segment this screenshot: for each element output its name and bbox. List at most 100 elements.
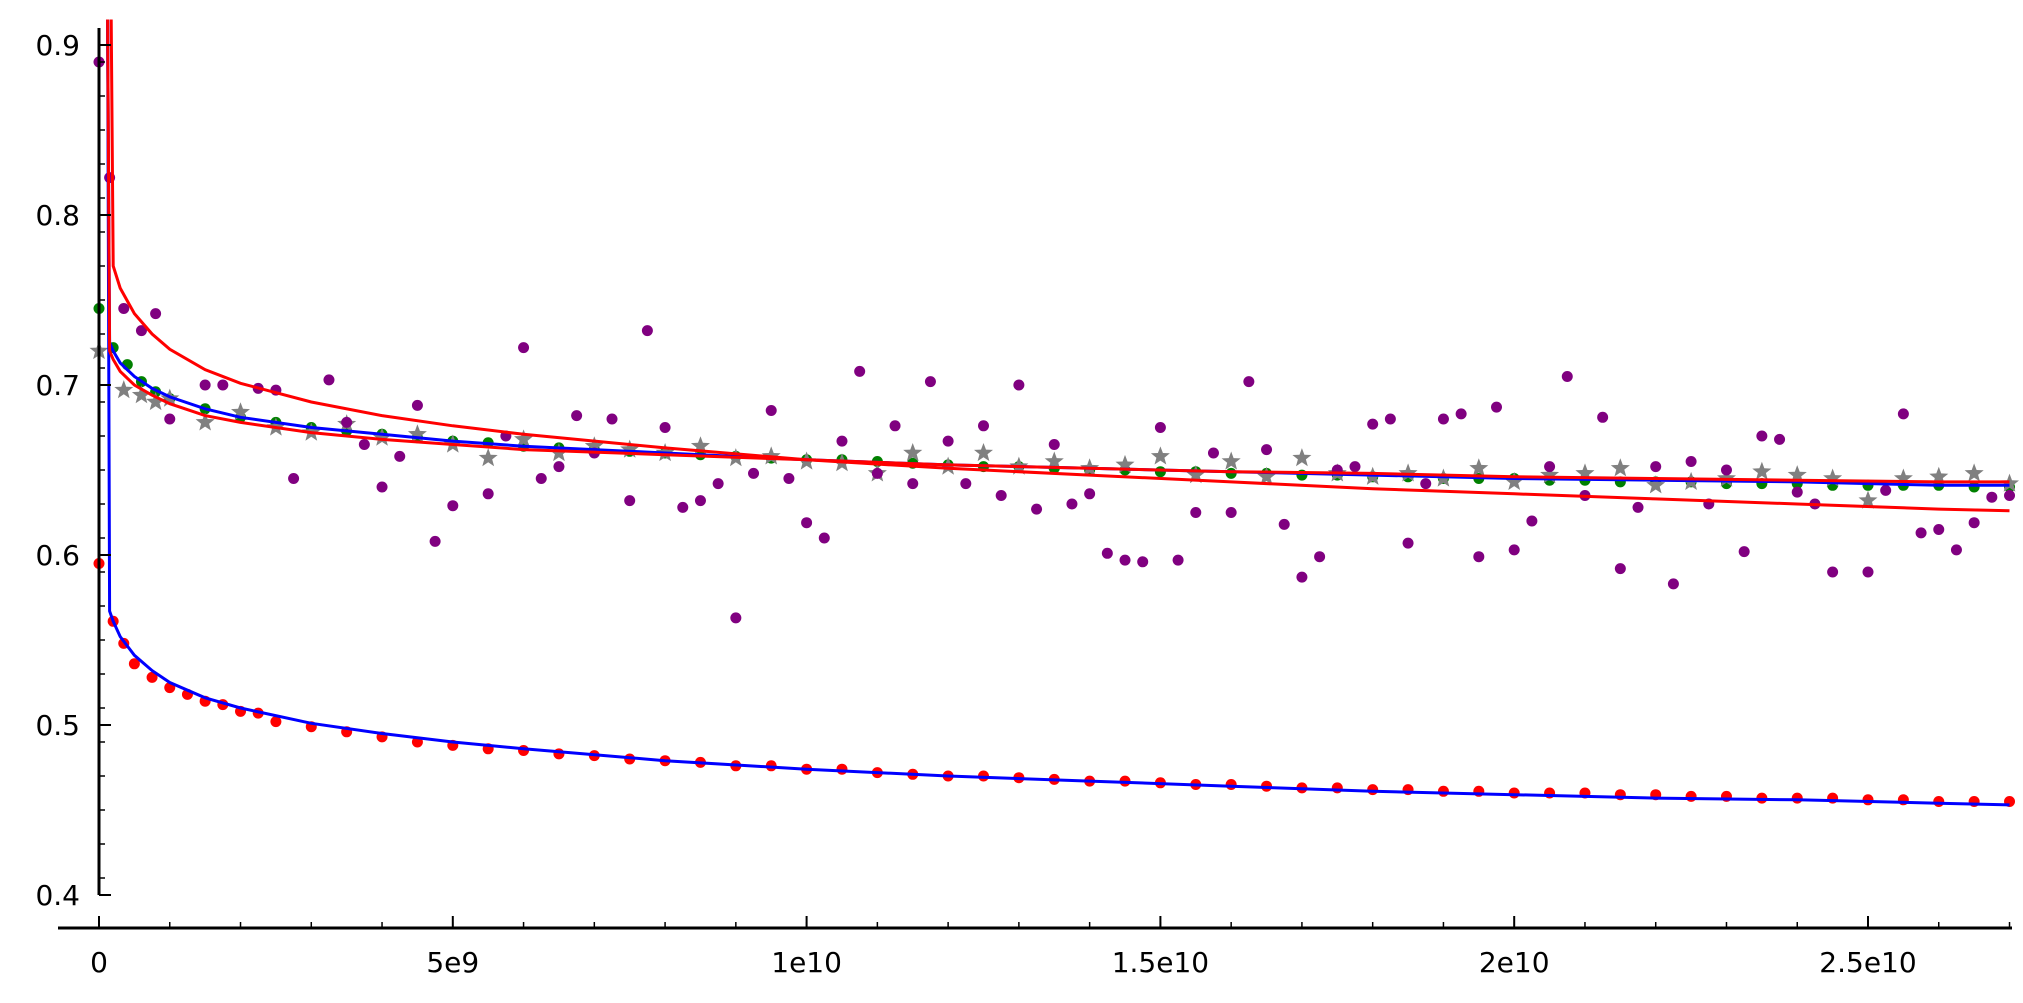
- purple-point: [1367, 418, 1379, 430]
- purple-point: [1526, 515, 1538, 527]
- purple-point: [341, 416, 353, 428]
- purple-point: [836, 435, 848, 447]
- purple-point: [217, 379, 229, 391]
- purple-point: [1437, 413, 1449, 425]
- purple-point: [135, 325, 147, 337]
- gray-star-point: [1646, 475, 1666, 494]
- gray-star-point: [1964, 463, 1984, 482]
- purple-point: [907, 478, 919, 490]
- green-point: [1154, 466, 1166, 478]
- purple-point: [2004, 490, 2016, 501]
- purple-point: [694, 495, 706, 507]
- blue-fit-curve: [106, 19, 2010, 807]
- purple-point: [1243, 376, 1255, 388]
- gray-star-point: [1787, 465, 1807, 484]
- purple-point: [1650, 461, 1662, 473]
- purple-point: [1314, 551, 1326, 563]
- purple-point: [641, 325, 653, 337]
- purple-point: [323, 374, 335, 386]
- gray-star-point: [1858, 490, 1878, 509]
- red-point: [1225, 779, 1237, 790]
- gray-star-point: [1115, 454, 1135, 473]
- x-tick-label: 2e10: [1479, 946, 1550, 979]
- purple-point: [712, 478, 724, 490]
- gray-star-point: [1893, 468, 1913, 487]
- y-tick-label: 0.7: [35, 369, 80, 402]
- red-point: [128, 658, 140, 670]
- purple-point: [1066, 498, 1078, 510]
- gray-star-point: [514, 429, 534, 448]
- purple-point: [1597, 411, 1609, 423]
- purple-point: [1225, 507, 1237, 518]
- x-tick-label: 2.5e10: [1819, 946, 1916, 979]
- gray-star-point: [146, 392, 166, 411]
- gray-star-point: [1044, 451, 1064, 470]
- purple-point: [1667, 578, 1679, 590]
- purple-point: [1278, 518, 1290, 530]
- purple-point: [1349, 461, 1361, 473]
- gray-star-point: [1504, 471, 1524, 490]
- purple-point: [1632, 501, 1644, 513]
- gray-star-point: [1257, 466, 1277, 485]
- red-point: [1331, 782, 1343, 794]
- purple-point: [748, 467, 760, 479]
- gray-star-point: [1292, 448, 1312, 467]
- purple-point: [118, 303, 130, 314]
- purple-point: [288, 473, 300, 484]
- purple-point: [1402, 537, 1414, 549]
- purple-point: [199, 379, 211, 391]
- gray-star-point: [1150, 446, 1170, 465]
- purple-point: [1862, 566, 1874, 578]
- gray-star-point: [1398, 463, 1418, 482]
- purple-point: [1031, 503, 1043, 515]
- purple-point: [960, 478, 972, 490]
- y-tick-label: 0.4: [35, 879, 80, 912]
- purple-point: [801, 517, 813, 529]
- purple-point: [447, 500, 459, 512]
- blue-fit-curve: [106, 19, 2010, 487]
- purple-point: [1455, 408, 1467, 420]
- purple-point: [854, 365, 866, 377]
- gray-star-point: [974, 443, 993, 462]
- red-point: [1367, 784, 1379, 796]
- purple-point: [1738, 546, 1750, 558]
- purple-point: [1614, 563, 1626, 575]
- purple-point: [518, 342, 530, 354]
- red-point: [270, 716, 282, 728]
- gray-star-point: [1823, 468, 1843, 487]
- red-point: [1685, 790, 1697, 802]
- purple-point: [164, 413, 176, 425]
- y-tick-label: 0.9: [35, 29, 80, 62]
- purple-point: [1986, 491, 1998, 503]
- purple-point: [1154, 422, 1166, 433]
- plot-area: [89, 19, 2019, 807]
- gray-star-point: [1186, 465, 1206, 484]
- gray-star-point: [1752, 461, 1772, 480]
- purple-point: [1544, 461, 1556, 473]
- purple-point: [1101, 547, 1113, 559]
- purple-point: [978, 420, 989, 432]
- gray-star-point: [231, 402, 250, 421]
- gray-star-point: [1717, 468, 1736, 487]
- purple-point: [942, 435, 954, 447]
- gray-star-point: [584, 436, 604, 455]
- purple-point: [1561, 371, 1573, 382]
- y-tick-label: 0.8: [35, 199, 80, 232]
- purple-point: [924, 376, 936, 388]
- purple-point: [730, 612, 742, 624]
- gray-star-point: [372, 427, 392, 446]
- gray-star-point: [1469, 458, 1489, 477]
- purple-point: [1897, 408, 1909, 420]
- x-tick-label: 5e9: [426, 946, 479, 979]
- purple-point: [571, 410, 583, 422]
- red-point: [1437, 785, 1449, 797]
- purple-point: [1756, 430, 1768, 442]
- purple-point: [1048, 439, 1060, 450]
- purple-point: [1190, 507, 1202, 518]
- purple-point: [535, 473, 547, 484]
- red-point: [1933, 796, 1945, 807]
- purple-point: [411, 399, 423, 411]
- purple-point: [1420, 478, 1432, 490]
- purple-point: [358, 439, 370, 450]
